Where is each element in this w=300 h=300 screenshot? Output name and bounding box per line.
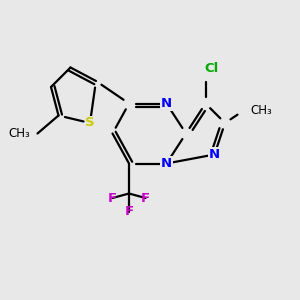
Text: F: F	[124, 205, 134, 218]
Text: F: F	[141, 191, 150, 205]
Text: S: S	[85, 116, 95, 130]
Text: N: N	[209, 148, 220, 161]
Text: Cl: Cl	[204, 62, 219, 76]
Text: CH₃: CH₃	[8, 127, 30, 140]
Text: F: F	[108, 191, 117, 205]
Text: N: N	[161, 97, 172, 110]
Text: CH₃: CH₃	[250, 104, 272, 118]
Text: N: N	[161, 157, 172, 170]
